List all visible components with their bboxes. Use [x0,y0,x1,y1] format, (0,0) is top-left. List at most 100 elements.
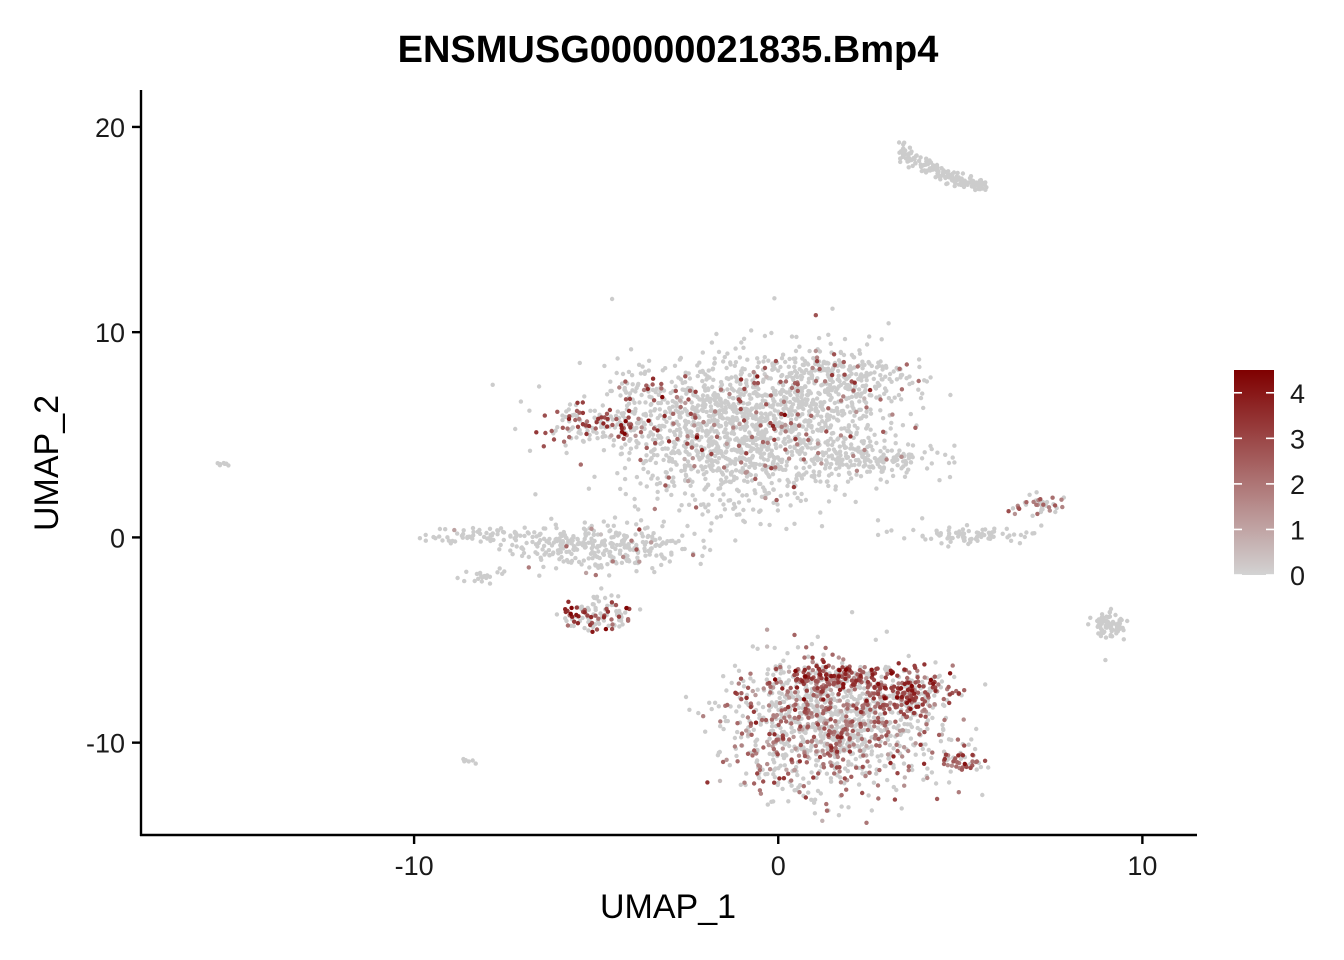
cell-point [826,332,831,337]
cell-point [799,734,804,739]
cell-point [862,362,867,368]
cell-point [849,394,855,399]
cell-point [704,470,709,475]
cell-point [549,516,554,521]
cell-point [895,748,900,754]
cell-point [1088,615,1093,620]
cell-point [1000,531,1005,536]
cell-point [878,695,883,700]
cell-point [771,672,776,677]
cell-point [894,726,900,731]
cell-point [878,408,883,413]
cell-point [931,681,936,686]
cell-point [608,528,613,533]
cell-point [761,451,767,456]
cell-point [538,531,543,536]
cell-point [889,420,894,426]
cell-point [811,356,816,361]
cell-point [651,398,657,403]
cell-point [873,733,878,738]
cell-point [849,610,855,615]
cell-point [867,393,872,398]
cell-point [970,184,975,189]
cell-point [745,479,750,484]
cell-point [752,748,757,753]
cell-point [892,797,898,802]
cell-point [838,735,844,740]
cell-point [924,156,929,161]
cell-point [753,473,758,478]
cell-point [635,550,641,555]
cell-point [595,563,600,568]
cell-point [784,375,790,380]
cell-point [947,700,952,706]
cell-point [580,400,585,405]
cell-point [830,379,835,384]
cell-point [1107,614,1113,619]
cell-point [879,734,884,739]
cell-point [759,494,765,499]
cell-point [872,691,877,696]
cell-point [865,690,870,695]
cell-point [635,383,640,388]
cell-point [538,538,543,543]
cell-point [1010,506,1016,511]
cell-point [921,405,926,411]
cell-point [656,400,661,406]
cell-point [634,425,639,430]
cell-point [668,538,673,544]
cell-point [836,418,841,423]
cell-point [803,730,808,736]
cell-point [578,431,583,436]
cell-point [775,782,780,788]
cell-point [713,453,718,459]
cell-point [526,531,531,536]
cell-point [867,334,872,339]
cell-point [787,371,792,376]
cell-point [813,671,818,676]
cell-point [1103,623,1109,628]
cell-point [840,660,845,666]
cell-point [933,175,938,180]
cell-point [857,348,862,353]
cell-point [839,709,844,714]
cell-point [646,358,652,363]
cell-point [974,767,979,772]
cell-point [653,543,658,548]
cell-point [613,602,619,608]
cell-point [701,538,706,543]
cell-point [789,721,794,726]
cell-point [773,358,779,364]
cell-point [952,674,957,680]
cell-point [918,742,923,747]
cell-point [723,405,728,410]
cell-point [510,542,515,548]
cell-point [788,503,793,508]
cell-point [841,435,847,440]
cell-point [728,479,733,485]
cell-point [607,573,612,578]
cell-point [891,746,896,751]
cell-point [947,692,953,697]
cell-point [495,570,500,575]
cell-point [643,553,648,558]
cell-point [772,645,777,651]
cell-point [598,611,603,616]
cell-point [859,728,864,734]
cell-point [594,627,600,632]
cell-point [866,435,871,440]
cell-point [898,709,903,714]
cell-point [629,538,634,543]
cell-point [884,457,889,462]
cell-point [849,476,854,481]
cell-point [564,450,569,456]
cell-point [596,616,601,621]
cell-point [596,599,602,604]
cell-point [765,417,770,422]
cell-point [977,532,982,537]
cell-point [913,680,918,685]
cell-point [888,426,893,431]
cell-point [729,680,734,686]
cell-point [875,725,881,730]
cell-point [650,566,655,571]
